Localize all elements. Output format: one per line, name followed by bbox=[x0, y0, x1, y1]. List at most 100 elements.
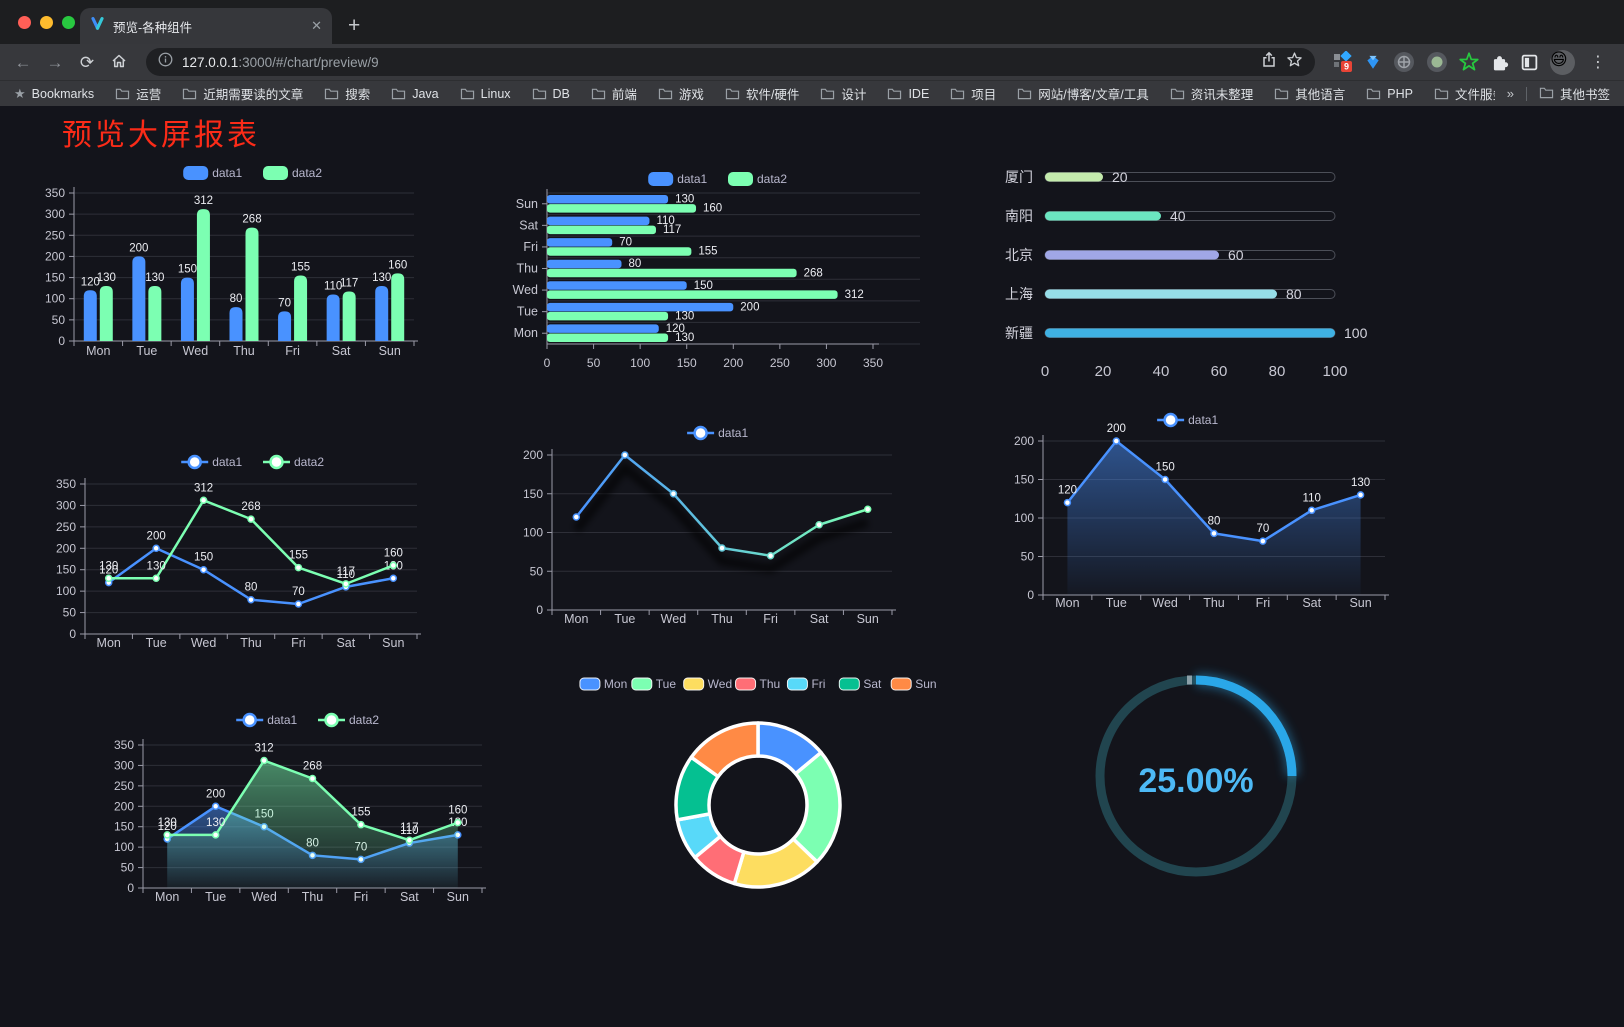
bookmark-folder-item[interactable]: 网站/博客/文章/工具 bbox=[1017, 84, 1149, 103]
svg-text:data1: data1 bbox=[677, 172, 707, 186]
extensions-puzzle-icon[interactable] bbox=[1490, 53, 1509, 72]
bookmark-folder-item[interactable]: 运营 bbox=[115, 84, 161, 103]
back-icon[interactable]: ← bbox=[14, 52, 32, 72]
chart-donut[interactable]: Mon Tue Wed Thu Fri Sat Sun bbox=[543, 638, 973, 973]
svg-text:150: 150 bbox=[194, 552, 213, 564]
svg-text:150: 150 bbox=[694, 280, 713, 292]
chart-bar-horizontal[interactable]: data1 data2 0 50 100 150 200 250 300 350 Sun 130 160… bbox=[505, 161, 935, 371]
svg-text:110: 110 bbox=[337, 569, 355, 581]
svg-text:110: 110 bbox=[656, 215, 674, 227]
svg-text:100: 100 bbox=[1014, 511, 1034, 525]
legend-item-data2[interactable]: data2 bbox=[263, 454, 324, 470]
bookmark-folder-item[interactable]: PHP bbox=[1366, 84, 1413, 103]
chart-progress-ring[interactable]: 25.00% bbox=[1076, 656, 1316, 896]
extension-badge-icon[interactable]: 9 bbox=[1333, 51, 1353, 73]
svg-text:200: 200 bbox=[723, 356, 743, 370]
legend-item-data2[interactable]: data2 bbox=[263, 166, 322, 180]
svg-text:Sun: Sun bbox=[1349, 596, 1371, 610]
bookmark-folder-item[interactable]: 软件/硬件 bbox=[725, 84, 799, 103]
svg-text:200: 200 bbox=[147, 530, 166, 542]
svg-text:130: 130 bbox=[675, 332, 694, 344]
svg-text:Sat: Sat bbox=[863, 677, 882, 691]
bookmark-folder-item[interactable]: 游戏 bbox=[658, 84, 704, 103]
window-close-button[interactable] bbox=[18, 16, 31, 29]
legend-item-data2[interactable]: data2 bbox=[728, 172, 787, 186]
legend-item-Tue[interactable]: Tue bbox=[631, 677, 677, 691]
bookmark-folder-item[interactable]: 搜索 bbox=[324, 84, 370, 103]
pie-slice-Sun[interactable] bbox=[689, 721, 760, 779]
chart-area-two[interactable]: data1 data2 0 50 100 150 200 250 300 350 Mon Tue Wed… bbox=[95, 691, 525, 921]
site-info-icon[interactable] bbox=[158, 52, 173, 72]
tab-favicon-icon bbox=[90, 16, 105, 36]
gem-extension-icon[interactable] bbox=[1364, 53, 1382, 71]
svg-text:Tue: Tue bbox=[136, 344, 157, 358]
address-bar[interactable]: 127.0.0.1:3000/#/chart/preview/9 bbox=[146, 48, 1315, 76]
svg-text:200: 200 bbox=[1107, 423, 1126, 435]
window-minimize-button[interactable] bbox=[40, 16, 53, 29]
bookmark-folder-item[interactable]: 其他语言 bbox=[1274, 84, 1345, 103]
bookmark-folder-item[interactable]: 前端 bbox=[591, 84, 637, 103]
legend-item-data1[interactable]: data1 bbox=[181, 454, 243, 470]
svg-text:Thu: Thu bbox=[233, 344, 255, 358]
svg-text:110: 110 bbox=[1303, 492, 1321, 504]
home-icon[interactable] bbox=[106, 52, 132, 73]
other-bookmarks-item[interactable]: 其他书签 bbox=[1539, 84, 1610, 103]
share-icon[interactable] bbox=[1261, 51, 1277, 73]
bookmarks-manager-item[interactable]: ★ Bookmarks bbox=[14, 86, 94, 102]
legend-item-data1[interactable]: data1 bbox=[1157, 412, 1218, 428]
chart-line-gradient[interactable]: data1 0 50 100 150 200 Mon Tue Wed Thu Fri Sat Sun bbox=[505, 406, 935, 631]
url-host: 127.0.0.1 bbox=[182, 54, 239, 70]
svg-text:155: 155 bbox=[289, 550, 308, 562]
bookmarks-label: Bookmarks bbox=[31, 86, 95, 101]
legend-item-data1[interactable]: data1 bbox=[236, 712, 298, 728]
legend-item-data1[interactable]: data1 bbox=[687, 425, 748, 441]
svg-text:117: 117 bbox=[340, 278, 358, 290]
bookmark-folder-item[interactable]: Linux bbox=[460, 84, 511, 103]
bookmark-folder-item[interactable]: 近期需要读的文章 bbox=[182, 84, 303, 103]
bookmarks-overflow-chevron[interactable]: » bbox=[1506, 86, 1514, 101]
chart-city-progress[interactable]: 厦门 20 南阳 40 北京 60 上海 80 新疆 100 0 20 40 60 80 100 bbox=[975, 151, 1405, 401]
profile-avatar[interactable]: 😄 bbox=[1550, 49, 1575, 75]
bookmark-folder-item[interactable]: Java bbox=[391, 84, 439, 103]
svg-text:data1: data1 bbox=[718, 426, 748, 440]
bookmark-folder-item[interactable]: 资讯未整理 bbox=[1170, 84, 1253, 103]
green-star-extension-icon[interactable] bbox=[1459, 52, 1479, 72]
legend-item-data1[interactable]: data1 bbox=[648, 172, 708, 186]
window-zoom-button[interactable] bbox=[62, 16, 75, 29]
bookmark-folder-item[interactable]: 项目 bbox=[950, 84, 996, 103]
browser-tab[interactable]: 预览-各种组件 ✕ bbox=[80, 8, 332, 44]
svg-text:110: 110 bbox=[324, 280, 342, 292]
legend-item-data2[interactable]: data2 bbox=[318, 712, 379, 728]
forward-icon[interactable]: → bbox=[46, 52, 64, 72]
svg-text:200: 200 bbox=[740, 301, 759, 313]
svg-text:50: 50 bbox=[1021, 550, 1035, 564]
legend-item-Fri[interactable]: Fri bbox=[786, 677, 825, 691]
legend-item-Thu[interactable]: Thu bbox=[735, 677, 781, 691]
svg-text:25.00%: 25.00% bbox=[1138, 762, 1253, 800]
legend-item-data1[interactable]: data1 bbox=[183, 166, 243, 180]
svg-text:200: 200 bbox=[129, 242, 148, 254]
reload-icon[interactable]: ⟳ bbox=[79, 52, 95, 72]
bookmark-folder-item[interactable]: 文件服务器 bbox=[1434, 84, 1495, 103]
bookmarks-list: 运营 近期需要读的文章 搜索 Java Linux DB 前端 游戏 软件/硬件 设计 IDE 项目 网… bbox=[115, 84, 1495, 103]
chart-line-two[interactable]: data1 data2 0 50 100 150 200 250 300 350 Mon Tue Wed… bbox=[40, 431, 470, 661]
svg-text:0: 0 bbox=[69, 627, 76, 641]
bookmark-folder-item[interactable]: DB bbox=[532, 84, 570, 103]
new-tab-button[interactable]: + bbox=[348, 14, 361, 37]
legend-item-Mon[interactable]: Mon bbox=[579, 677, 627, 691]
bookmark-star-icon[interactable] bbox=[1286, 51, 1303, 73]
legend-item-Sat[interactable]: Sat bbox=[838, 677, 882, 691]
legend-item-Sun[interactable]: Sun bbox=[890, 677, 937, 691]
bookmark-label: DB bbox=[552, 86, 570, 101]
tab-close-icon[interactable]: ✕ bbox=[311, 18, 322, 33]
menu-kebab-icon[interactable]: ⋮ bbox=[1590, 54, 1606, 71]
svg-text:Sun: Sun bbox=[379, 344, 401, 358]
bookmark-folder-item[interactable]: IDE bbox=[887, 84, 929, 103]
chart-area-single[interactable]: data1 0 50 100 150 200 Mon Tue Wed Thu Fri Sat Sun 12… bbox=[975, 396, 1405, 616]
green-dot-extension-icon[interactable] bbox=[1426, 51, 1448, 73]
legend-item-Wed[interactable]: Wed bbox=[683, 677, 732, 691]
chart-bar-vertical[interactable]: data1 data2 0 50 100 150 200 250 300 350 Mon 120 130… bbox=[40, 153, 470, 368]
reading-mode-icon[interactable] bbox=[1520, 53, 1539, 72]
bookmark-folder-item[interactable]: 设计 bbox=[820, 84, 866, 103]
gray-circle-extension-icon[interactable] bbox=[1393, 51, 1415, 73]
